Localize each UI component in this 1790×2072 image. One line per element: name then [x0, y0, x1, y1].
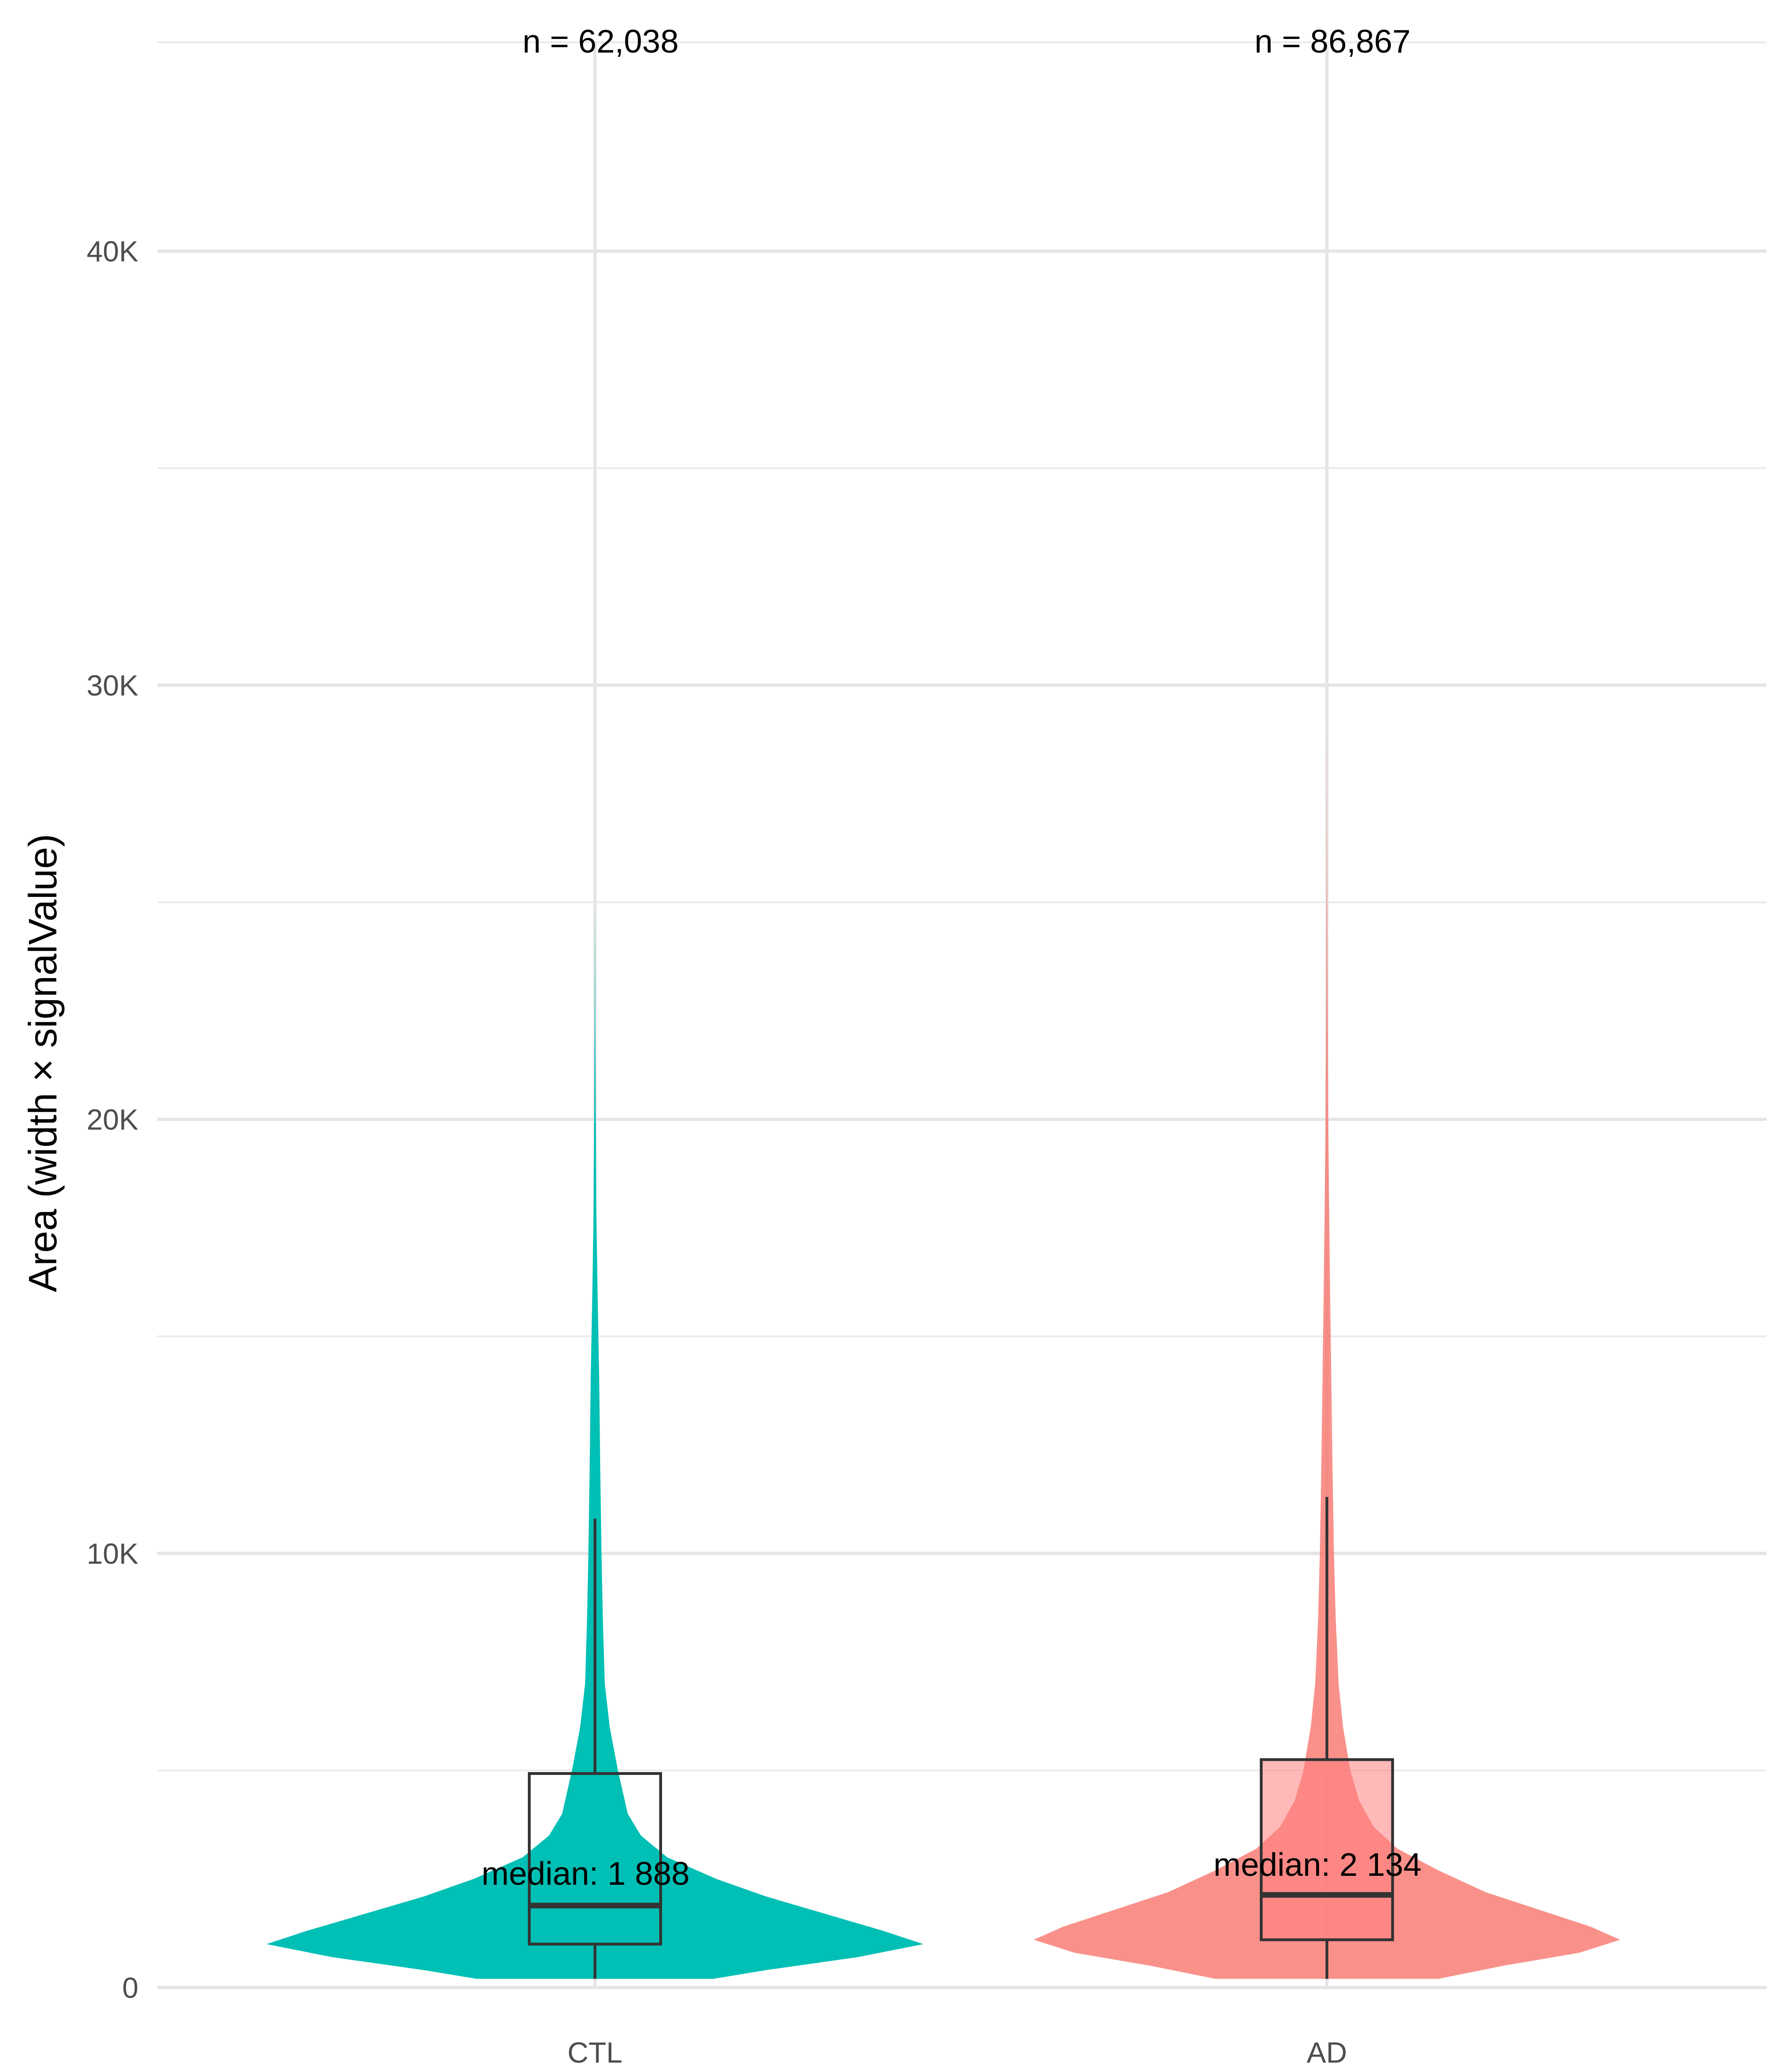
n-label-ctl: n = 62,038 [523, 23, 679, 60]
y-tick-label: 30K [87, 670, 138, 702]
box-ctl [528, 1772, 662, 1946]
median-label-ad: median: 2 134 [1213, 1846, 1422, 1883]
median-label-ctl: median: 1 888 [481, 1855, 690, 1892]
y-tick-label: 20K [87, 1104, 138, 1136]
gridlines [157, 41, 1767, 1989]
y-axis-title: Area (width × signalValue) [21, 834, 65, 1292]
violins [267, 685, 1620, 1979]
x-tick-label-ctl: CTL [567, 2037, 622, 2069]
box-ad [1260, 1758, 1394, 1942]
violin-ad [1034, 685, 1620, 1979]
y-tick-label: 0 [122, 1972, 138, 2004]
violin-ctl [267, 902, 923, 1979]
y-tick-label: 40K [87, 236, 138, 268]
x-tick-label-ad: AD [1307, 2037, 1347, 2069]
y-tick-label: 10K [87, 1538, 138, 1570]
n-label-ad: n = 86,867 [1255, 23, 1411, 60]
boxplots [528, 1497, 1394, 1979]
annotations: n = 62,038 median: 1 888 n = 86,867 median:… [481, 23, 1422, 1892]
x-axis-ticks: CTL AD [567, 2037, 1347, 2069]
y-axis-ticks: 0 10K 20K 30K 40K [87, 236, 138, 2004]
